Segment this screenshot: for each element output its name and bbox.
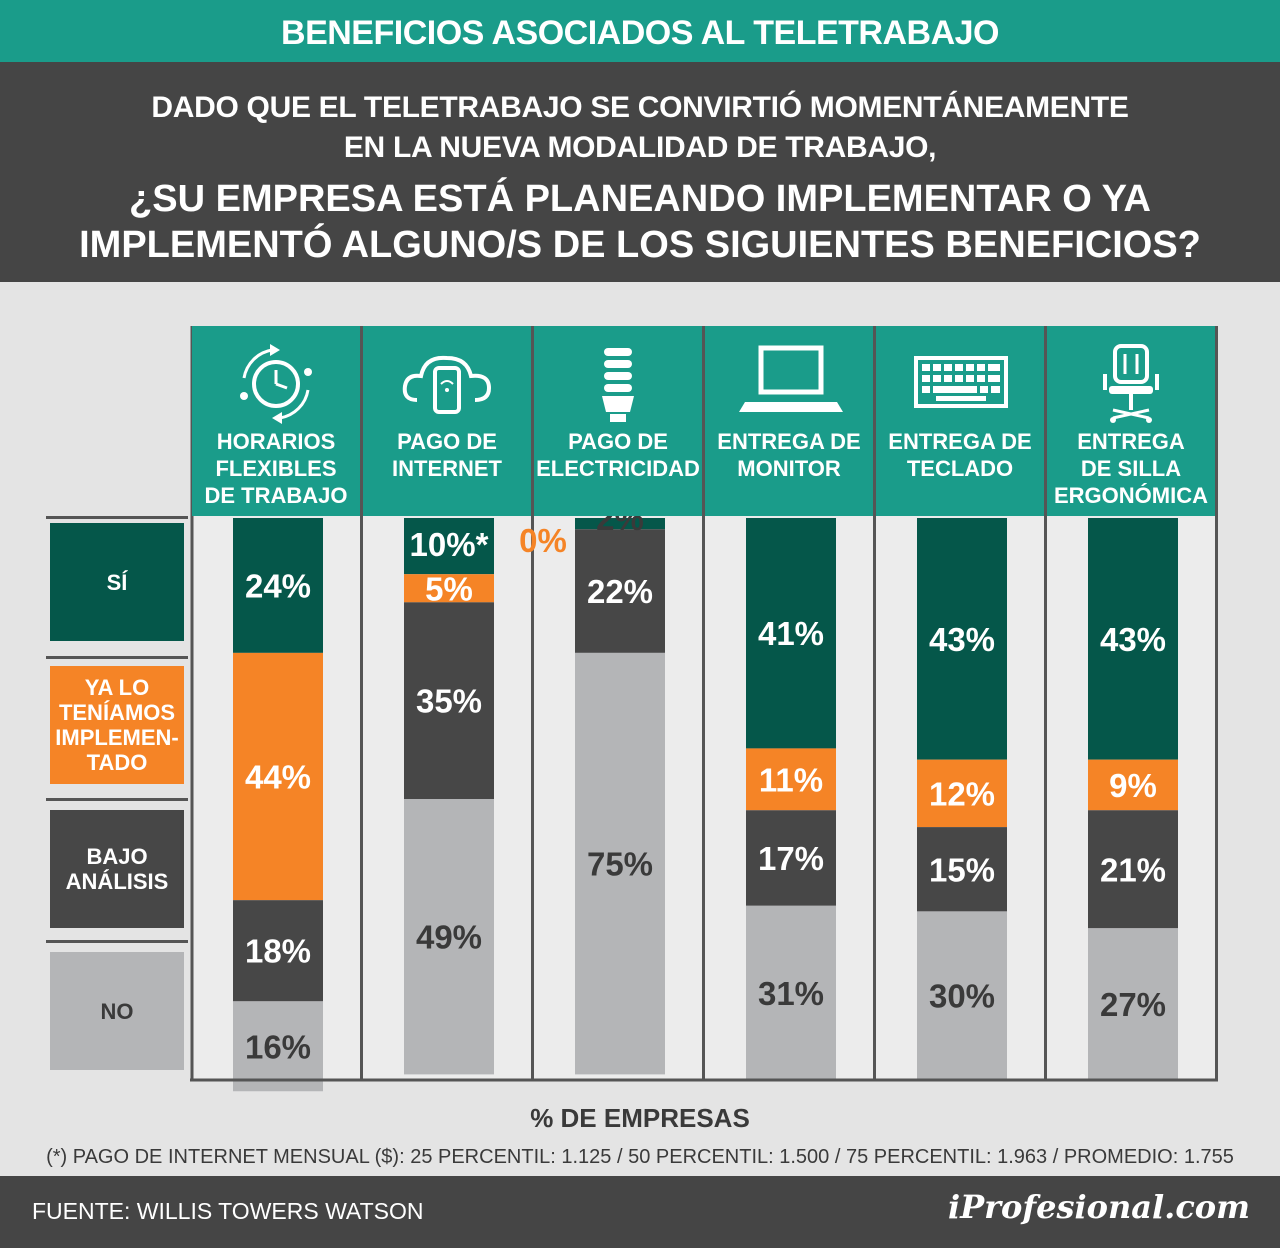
banner-title: BENEFICIOS ASOCIADOS AL TELETRABAJO [0, 0, 1280, 62]
column-label-line: ENTREGA DE [888, 429, 1032, 454]
laptop-icon [739, 345, 843, 412]
column-label-line: HORARIOS [216, 429, 336, 454]
bar-no-3 [575, 652, 665, 1075]
column-label-line: PAGO DE [397, 429, 497, 454]
label-no-4: 31% [758, 975, 824, 1012]
bars-group [233, 518, 1178, 1092]
column-label-line: TECLADO [906, 456, 1014, 481]
bar-si-4 [746, 518, 836, 749]
legend-no: NO [50, 952, 184, 1070]
label-bajo-analisis-5: 15% [929, 851, 995, 888]
source-text: FUENTE: WILLIS TOWERS WATSON [32, 1198, 424, 1224]
label-bajo-analisis-6: 21% [1100, 851, 1166, 888]
column-header-monitor: ENTREGA DE MONITOR [705, 326, 873, 516]
column-label-line: INTERNET [392, 456, 502, 481]
column-header-horarios: HORARIOS FLEXIBLES DE TRABAJO [192, 326, 360, 516]
footer-bar: FUENTE: WILLIS TOWERS WATSON iProfesiona… [0, 1176, 1280, 1248]
label-ya-lo-teniamos-implementado-5: 12% [929, 775, 995, 812]
column-header-silla: ENTREGA DE SILLA ERGONÓMICA [1047, 326, 1215, 516]
bar-bajo-analisis-5 [917, 827, 1007, 912]
column-label-line: PAGO DE [568, 429, 668, 454]
column-label-line: ENTREGA DE [717, 429, 861, 454]
label-ya-lo-teniamos-implementado-3: 0% [519, 522, 567, 559]
office-chair-icon [1103, 344, 1159, 423]
column-label-line: MONITOR [737, 456, 841, 481]
column-header-electricidad: PAGO DE ELECTRICIDAD [534, 326, 702, 516]
label-ya-lo-teniamos-implementado-1: 44% [245, 759, 311, 796]
label-ya-lo-teniamos-implementado-2: 5% [425, 570, 473, 607]
question-intro: DADO QUE EL TELETRABAJO SE CONVIRTIÓ MOM… [0, 88, 1280, 168]
column-label-line: ERGONÓMICA [1054, 483, 1208, 508]
keyboard-icon [914, 356, 1008, 408]
label-si-2: 10%* [410, 526, 489, 563]
bar-si-6 [1088, 518, 1178, 760]
label-no-3: 75% [587, 846, 653, 883]
legend-divider [46, 798, 188, 801]
bar-si-2 [404, 518, 494, 575]
label-no-2: 49% [416, 919, 482, 956]
legend-bajo-analisis: BAJO ANÁLISIS [50, 810, 184, 928]
label-no-6: 27% [1100, 986, 1166, 1023]
chart-svg: 24%44%18%16%10%*5%35%49%2%0%22%75%41%11%… [190, 326, 1218, 1092]
bar-no-5 [917, 911, 1007, 1080]
label-si-6: 43% [1100, 621, 1166, 658]
bar-ya-lo-teniamos-implementado-2 [404, 574, 494, 603]
column-header-internet: PAGO DE INTERNET [363, 326, 531, 516]
brand-logo: iProfesional.com [947, 1188, 1250, 1226]
legend-divider [46, 656, 188, 659]
label-si-5: 43% [929, 621, 995, 658]
label-si-4: 41% [758, 615, 824, 652]
question-line-1: DADO QUE EL TELETRABAJO SE CONVIRTIÓ MOM… [151, 91, 1129, 124]
bar-no-6 [1088, 928, 1178, 1080]
cloud-phone-icon [402, 355, 492, 414]
label-ya-lo-teniamos-implementado-4: 11% [759, 761, 823, 798]
label-no-1: 16% [245, 1028, 311, 1065]
question-main: ¿SU EMPRESA ESTÁ PLANEANDO IMPLEMENTAR O… [0, 176, 1280, 268]
bar-no-4 [746, 905, 836, 1080]
column-label-line: ELECTRICIDAD [536, 456, 700, 481]
column-label-line: ENTREGA [1077, 429, 1185, 454]
bar-ya-lo-teniamos-implementado-4 [746, 748, 836, 811]
bar-bajo-analisis-1 [233, 900, 323, 1002]
bar-si-1 [233, 518, 323, 653]
bar-si-3 [575, 518, 665, 530]
label-bajo-analisis-4: 17% [758, 840, 824, 877]
label-no-5: 30% [929, 978, 995, 1015]
question-line-3: ¿SU EMPRESA ESTÁ PLANEANDO IMPLEMENTAR O… [129, 178, 1151, 220]
legend-si: SÍ [50, 523, 184, 641]
bar-bajo-analisis-4 [746, 810, 836, 906]
bar-bajo-analisis-2 [404, 602, 494, 799]
label-bajo-analisis-3: 22% [587, 573, 653, 610]
column-label-line: DE SILLA [1080, 456, 1182, 481]
bar-si-5 [917, 518, 1007, 760]
legend-divider [46, 940, 188, 943]
legend-divider [46, 516, 188, 519]
label-bajo-analisis-2: 35% [416, 683, 482, 720]
light-bulb-icon [602, 348, 634, 422]
bar-bajo-analisis-3 [575, 529, 665, 653]
question-line-4: IMPLEMENTÓ ALGUNO/S DE LOS SIGUIENTES BE… [79, 224, 1201, 266]
bar-bajo-analisis-6 [1088, 810, 1178, 929]
bar-ya-lo-teniamos-implementado-5 [917, 759, 1007, 828]
bar-no-2 [404, 799, 494, 1075]
clock-icon [240, 344, 312, 424]
bar-ya-lo-teniamos-implementado-1 [233, 652, 323, 901]
column-label-line: FLEXIBLES [215, 456, 337, 481]
internet-footnote: (*) PAGO DE INTERNET MENSUAL ($): 25 PER… [46, 1146, 1234, 1168]
bar-ya-lo-teniamos-implementado-6 [1088, 759, 1178, 811]
column-header-teclado: ENTREGA DE TECLADO [876, 326, 1044, 516]
question-panel: DADO QUE EL TELETRABAJO SE CONVIRTIÓ MOM… [0, 62, 1280, 282]
label-bajo-analisis-1: 18% [245, 933, 311, 970]
label-si-1: 24% [245, 567, 311, 604]
legend-ya-implementado: YA LO TENÍAMOS IMPLEMEN- TADO [50, 666, 184, 784]
label-ya-lo-teniamos-implementado-6: 9% [1109, 767, 1157, 804]
x-axis-label: % DE EMPRESAS [530, 1103, 750, 1133]
bar-no-1 [233, 1001, 323, 1092]
data-labels: 24%44%18%16%10%*5%35%49%2%0%22%75%41%11%… [245, 500, 1166, 1065]
column-label-line: DE TRABAJO [204, 483, 348, 508]
question-line-2: EN LA NUEVA MODALIDAD DE TRABAJO, [343, 131, 937, 164]
